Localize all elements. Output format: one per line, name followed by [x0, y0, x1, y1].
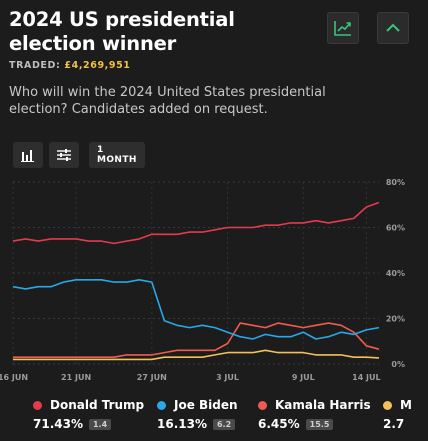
legend-value: 71.43%	[33, 417, 83, 431]
series-line-1	[12, 279, 380, 340]
trend-chart-icon	[334, 21, 351, 36]
chevron-up-icon	[386, 23, 400, 32]
series-line-2	[13, 322, 380, 358]
traded-amount: TRADED: £4,269,951	[9, 60, 131, 71]
price-chart-svg: 0% 20% 40% 60% 80% 16 JUN 21 JUN 27 JUN 3 JUL 9 J…	[0, 178, 405, 382]
x-tick-label: 14 JUL	[352, 373, 381, 382]
legend-value: 16.13%	[157, 417, 207, 431]
legend-item-fourth[interactable]: M 2.7	[383, 396, 412, 432]
price-chart: 0% 20% 40% 60% 80% 16 JUN 21 JUN 27 JUN 3 JUL 9 J…	[0, 174, 428, 388]
legend-badge: 15.5	[305, 418, 334, 430]
bar-chart-icon	[21, 150, 34, 162]
x-tick-label: 3 JUL	[216, 373, 239, 382]
market-header: 2024 US presidential election winner TRA…	[9, 0, 419, 135]
y-tick-label: 80%	[386, 178, 405, 187]
x-tick-label: 21 JUN	[61, 373, 91, 382]
legend-badge: 1.4	[88, 418, 112, 430]
range-1-month-button[interactable]: 1 MONTH	[89, 142, 145, 168]
y-tick-label: 0%	[391, 360, 405, 369]
legend-name: Joe Biden	[174, 398, 238, 412]
legend-name: Donald Trump	[50, 398, 145, 412]
series-line-3	[13, 349, 380, 361]
sliders-icon	[57, 149, 71, 161]
y-tick-label: 40%	[386, 269, 405, 278]
legend-item-harris[interactable]: Kamala Harris 6.45% 15.5	[258, 396, 371, 432]
traded-label: TRADED:	[9, 60, 61, 71]
y-tick-label: 60%	[386, 224, 405, 233]
page-title: 2024 US presidential election winner	[9, 8, 235, 55]
collapse-button[interactable]	[377, 12, 409, 44]
legend-name: M	[400, 398, 412, 412]
series-line-0	[12, 201, 380, 245]
legend-name: Kamala Harris	[275, 398, 371, 412]
legend-value: 6.45%	[258, 417, 300, 431]
legend-dot	[383, 400, 392, 410]
legend-dot	[33, 400, 42, 410]
legend-dot	[258, 400, 267, 410]
x-tick-label: 9 JUL	[292, 373, 315, 382]
legend-item-trump[interactable]: Donald Trump 71.43% 1.4	[33, 396, 144, 432]
chart-legend: Donald Trump 71.43% 1.4 Joe Biden 16.13% 6…	[0, 396, 428, 441]
chart-toggle-button[interactable]	[327, 12, 359, 44]
legend-value: 2.7	[383, 417, 405, 431]
x-tick-label: 27 JUN	[137, 373, 167, 382]
market-description: Who will win the 2024 United States pres…	[9, 85, 326, 117]
chart-type-button[interactable]	[13, 142, 43, 168]
y-tick-label: 20%	[386, 315, 405, 324]
legend-dot	[157, 400, 166, 410]
legend-item-biden[interactable]: Joe Biden 16.13% 6.2	[157, 396, 238, 432]
legend-badge: 6.2	[212, 418, 236, 430]
chart-filter-button[interactable]	[49, 142, 79, 168]
traded-value: £4,269,951	[64, 60, 131, 71]
x-tick-label: 16 JUN	[0, 373, 28, 382]
